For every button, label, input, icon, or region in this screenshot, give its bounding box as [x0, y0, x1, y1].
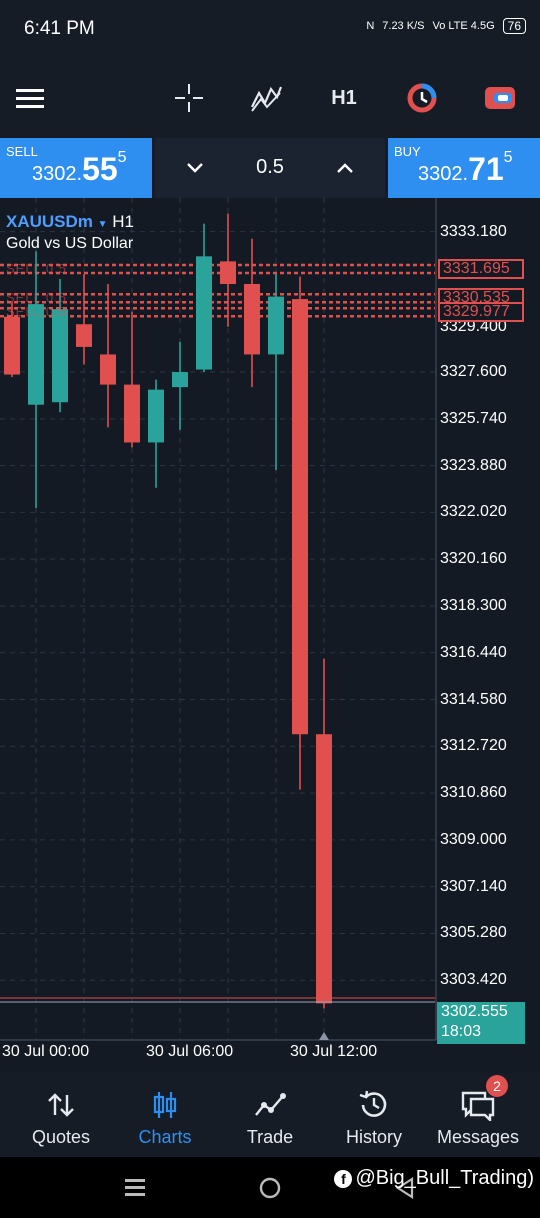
chevron-down-icon[interactable] [175, 148, 215, 188]
battery-icon: 76 [502, 18, 526, 34]
watermark-text: @Big_Bull_Trading) [355, 1167, 534, 1189]
candle-body [76, 324, 92, 347]
candle-body [196, 256, 212, 370]
x-axis-label: 30 Jul 12:00 [290, 1043, 378, 1060]
chevron-up-icon[interactable] [325, 148, 365, 188]
sell-label: SELL [6, 144, 38, 159]
price-chart[interactable] [0, 198, 540, 1073]
nav-messages-label: Messages [436, 1127, 520, 1147]
messages-badge: 2 [486, 1075, 508, 1097]
current-bid-tag: 3302.555 18:03 [437, 1002, 525, 1044]
x-axis-label: 30 Jul 00:00 [2, 1043, 90, 1060]
order-price-tag: 3329.977 [438, 302, 524, 323]
buy-button[interactable]: BUY 3302.715 [388, 138, 540, 198]
buy-price: 3302.715 [418, 149, 513, 187]
trade-icon [250, 1087, 290, 1123]
order-price-tag: 3331.695 [438, 259, 524, 280]
switch-icon[interactable] [478, 78, 522, 118]
y-axis-label: 3310.860 [440, 784, 507, 802]
home-icon[interactable] [258, 1176, 282, 1205]
nav-history[interactable]: History [320, 1073, 428, 1157]
status-bar: 6:41 PM N 7.23 K/S Vo LTE 4.5G 76 [0, 0, 540, 60]
hamburger-icon[interactable] [8, 78, 52, 118]
y-axis-label: 3327.600 [440, 363, 507, 381]
nav-quotes[interactable]: Quotes [7, 1073, 115, 1157]
y-axis-label: 3325.740 [440, 409, 507, 427]
one-click-trade-panel: SELL 3302.555 0.5 BUY 3302.715 [0, 138, 540, 198]
net-speed: 7.23 K/S [382, 20, 425, 32]
y-axis-label: 3318.300 [440, 596, 507, 614]
lot-size-input[interactable]: 0.5 [256, 156, 284, 178]
sell-button[interactable]: SELL 3302.555 [0, 138, 152, 198]
charts-icon [145, 1087, 185, 1123]
y-axis-label: 3312.720 [440, 737, 507, 755]
y-axis-label: 3307.140 [440, 877, 507, 895]
candle-body [244, 284, 260, 355]
quotes-icon [41, 1087, 81, 1123]
nav-charts[interactable]: Charts [111, 1073, 219, 1157]
lot-selector: 0.5 [155, 138, 385, 198]
current-time-marker [319, 1032, 329, 1040]
order-tag: SELL 0.5 [6, 304, 68, 320]
candle-body [100, 354, 116, 385]
nav-messages[interactable]: 2 Messages [424, 1073, 532, 1157]
y-axis-label: 3314.580 [440, 690, 507, 708]
timeframe-button[interactable]: H1 [322, 78, 366, 118]
bottom-navigation: Quotes Charts Trade History 2 Messages [0, 1073, 540, 1157]
history-icon [354, 1087, 394, 1123]
y-axis-label: 3303.420 [440, 971, 507, 989]
status-icons: N 7.23 K/S Vo LTE 4.5G 76 [366, 18, 526, 34]
chart-symbol-header[interactable]: XAUUSDm ▼ H1 [6, 212, 134, 232]
facebook-icon: f [334, 1169, 353, 1188]
messages-icon [458, 1087, 498, 1123]
nfc-icon: N [366, 20, 375, 32]
y-axis-label: 3322.020 [440, 503, 507, 521]
y-axis-label: 3305.280 [440, 924, 507, 942]
back-icon[interactable] [394, 1176, 416, 1204]
watermark: f @Big_Bull_Trading) [334, 1167, 534, 1190]
net-type: Vo LTE 4.5G [432, 20, 495, 32]
nav-charts-label: Charts [138, 1127, 192, 1147]
candle-body [316, 734, 332, 1004]
y-axis-label: 3309.000 [440, 830, 507, 848]
account-icon[interactable] [400, 78, 444, 118]
candle-body [220, 261, 236, 285]
status-time: 6:41 PM [24, 18, 95, 39]
chart-description: Gold vs US Dollar [6, 235, 134, 252]
system-navigation-bar: f @Big_Bull_Trading) [0, 1157, 540, 1218]
candle-body [172, 372, 188, 388]
nav-trade[interactable]: Trade [216, 1073, 324, 1157]
candle-body [292, 299, 308, 735]
bid-price: 3302.555 [441, 1003, 508, 1020]
order-tag: SELL 0.5 [6, 261, 68, 277]
nav-quotes-label: Quotes [31, 1127, 91, 1147]
chart-symbol: XAUUSDm [6, 212, 93, 231]
recents-icon[interactable] [124, 1177, 146, 1204]
order-tag: SELL 0.5 [6, 290, 68, 306]
bar-countdown: 18:03 [441, 1023, 482, 1040]
candle-body [28, 304, 44, 405]
buy-label: BUY [394, 144, 421, 159]
indicators-icon[interactable] [244, 78, 288, 118]
chart-toolbar: H1 [0, 60, 540, 138]
timeframe-label: H1 [331, 86, 357, 109]
candle-body [148, 389, 164, 443]
y-axis-label: 3323.880 [440, 456, 507, 474]
candle-body [4, 316, 20, 375]
y-axis-label: 3316.440 [440, 643, 507, 661]
crosshair-icon[interactable] [167, 78, 211, 118]
candle-body [52, 309, 68, 403]
y-axis-label: 3333.180 [440, 222, 507, 240]
dropdown-icon: ▼ [97, 219, 108, 230]
chart-timeframe: H1 [112, 212, 135, 231]
y-axis-label: 3320.160 [440, 550, 507, 568]
candle-body [124, 384, 140, 443]
nav-trade-label: Trade [246, 1127, 294, 1147]
candle-body [268, 296, 284, 355]
x-axis-label: 30 Jul 06:00 [146, 1043, 234, 1060]
nav-history-label: History [345, 1127, 402, 1147]
sell-price: 3302.555 [32, 149, 127, 187]
